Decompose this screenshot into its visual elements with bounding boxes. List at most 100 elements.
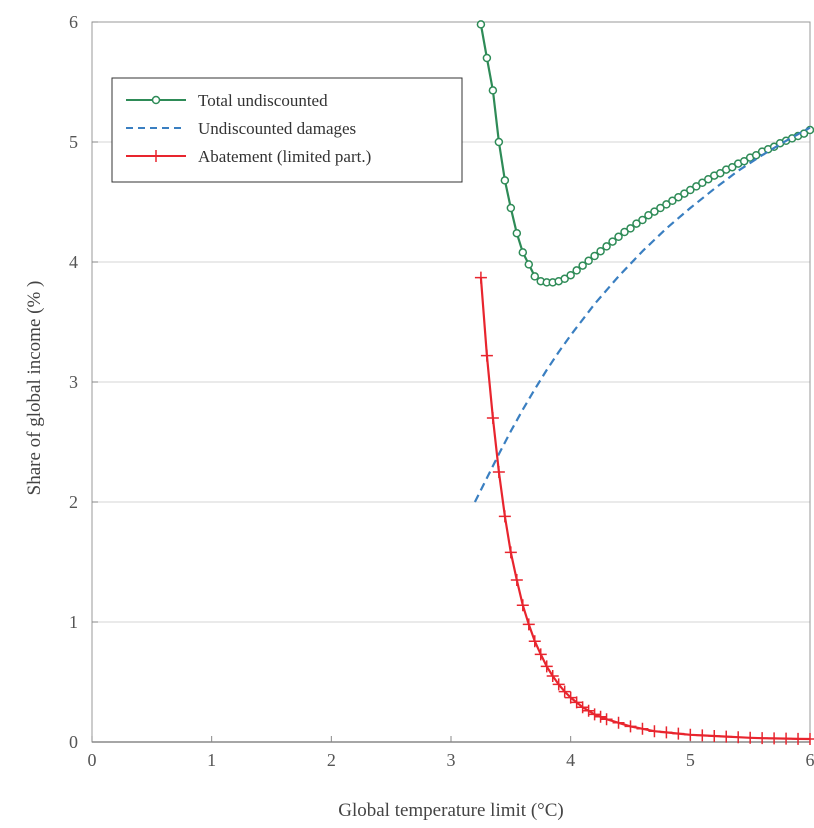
data-point — [620, 227, 629, 237]
y-tick-label: 6 — [69, 12, 78, 32]
data-point — [500, 176, 510, 185]
legend: Total undiscounted Undiscounted damages … — [111, 77, 463, 183]
series-total-undiscounted — [476, 20, 814, 287]
data-point — [727, 162, 737, 172]
data-point — [528, 635, 541, 648]
data-point — [572, 266, 581, 275]
data-point — [522, 618, 535, 631]
data-point — [594, 710, 607, 723]
data-point — [704, 174, 713, 184]
legend-marker-abatement — [150, 150, 162, 162]
y-tick-label: 0 — [69, 732, 78, 752]
data-point — [614, 232, 623, 242]
data-point — [732, 731, 745, 744]
data-point — [564, 691, 577, 704]
y-axis-title: Share of global income (% ) — [24, 281, 45, 496]
data-point — [534, 648, 547, 661]
data-point — [584, 256, 593, 266]
data-point — [612, 716, 625, 729]
data-point — [504, 546, 517, 559]
legend-marker-total-undiscounted — [151, 95, 161, 105]
data-point — [692, 182, 701, 191]
data-point — [588, 708, 601, 721]
data-point — [644, 210, 653, 220]
series-line — [473, 126, 811, 503]
data-point — [648, 725, 661, 738]
data-point — [590, 251, 599, 261]
data-point — [494, 137, 504, 147]
data-point — [660, 726, 673, 739]
data-point — [632, 219, 641, 228]
legend-box — [111, 77, 463, 183]
y-axis: 0 1 2 3 4 5 6 — [69, 12, 98, 752]
x-tick-label: 5 — [686, 750, 695, 770]
x-tick-label: 6 — [806, 750, 814, 770]
data-point — [780, 732, 793, 745]
data-point — [686, 185, 695, 195]
data-point — [524, 260, 534, 269]
data-point — [680, 189, 689, 198]
data-point — [756, 732, 769, 745]
data-point — [474, 271, 487, 284]
data-point — [720, 730, 733, 743]
y-tick-label: 1 — [69, 612, 78, 632]
data-point — [596, 246, 605, 256]
data-point — [476, 20, 486, 29]
legend-label-total-undiscounted: Total undiscounted — [198, 91, 328, 110]
data-point — [638, 215, 647, 225]
data-point — [566, 270, 575, 280]
data-point — [626, 224, 635, 233]
data-point — [636, 722, 649, 735]
data-point — [540, 660, 553, 673]
y-tick-label: 2 — [69, 492, 78, 512]
legend-label-undiscounted-damages: Undiscounted damages — [198, 119, 356, 138]
data-point — [488, 86, 498, 95]
data-point — [744, 731, 757, 744]
data-point — [482, 53, 492, 63]
y-tick-label: 5 — [69, 132, 78, 152]
data-point — [792, 732, 805, 745]
data-point — [698, 178, 707, 188]
y-tick-label: 3 — [69, 372, 78, 392]
data-point — [560, 274, 569, 284]
data-point — [600, 713, 613, 726]
grid-lines — [92, 141, 810, 623]
data-point — [656, 203, 665, 213]
x-axis: 0 1 2 3 4 5 6 — [88, 736, 814, 770]
x-axis-title: Global temperature limit (°C) — [338, 800, 564, 821]
x-tick-label: 3 — [447, 750, 456, 770]
data-point — [768, 732, 781, 745]
series-undiscounted-damages — [473, 126, 811, 503]
series-layer — [473, 20, 814, 745]
data-point — [530, 272, 540, 281]
data-point — [696, 729, 709, 742]
data-point — [716, 168, 725, 178]
data-point — [608, 237, 617, 246]
data-point — [672, 727, 685, 740]
series-abatement-limited-part — [474, 271, 814, 745]
data-point — [506, 203, 516, 213]
series-line — [479, 277, 811, 741]
data-point — [570, 696, 583, 709]
data-point — [512, 228, 522, 238]
x-tick-label: 4 — [566, 750, 575, 770]
data-point — [518, 248, 528, 257]
data-point — [804, 733, 814, 745]
data-point — [602, 242, 611, 251]
x-tick-label: 2 — [327, 750, 336, 770]
data-point — [498, 510, 511, 523]
data-point — [650, 207, 659, 216]
legend-label-abatement: Abatement (limited part.) — [198, 147, 371, 166]
y-tick-label: 4 — [69, 252, 78, 272]
data-point — [480, 349, 493, 362]
data-point — [624, 720, 637, 733]
data-point — [668, 196, 677, 206]
x-tick-label: 1 — [207, 750, 216, 770]
data-point — [708, 730, 721, 742]
data-point — [684, 728, 697, 741]
data-point — [552, 678, 565, 691]
data-point — [739, 156, 749, 166]
data-point — [486, 412, 499, 424]
data-point — [674, 192, 683, 202]
